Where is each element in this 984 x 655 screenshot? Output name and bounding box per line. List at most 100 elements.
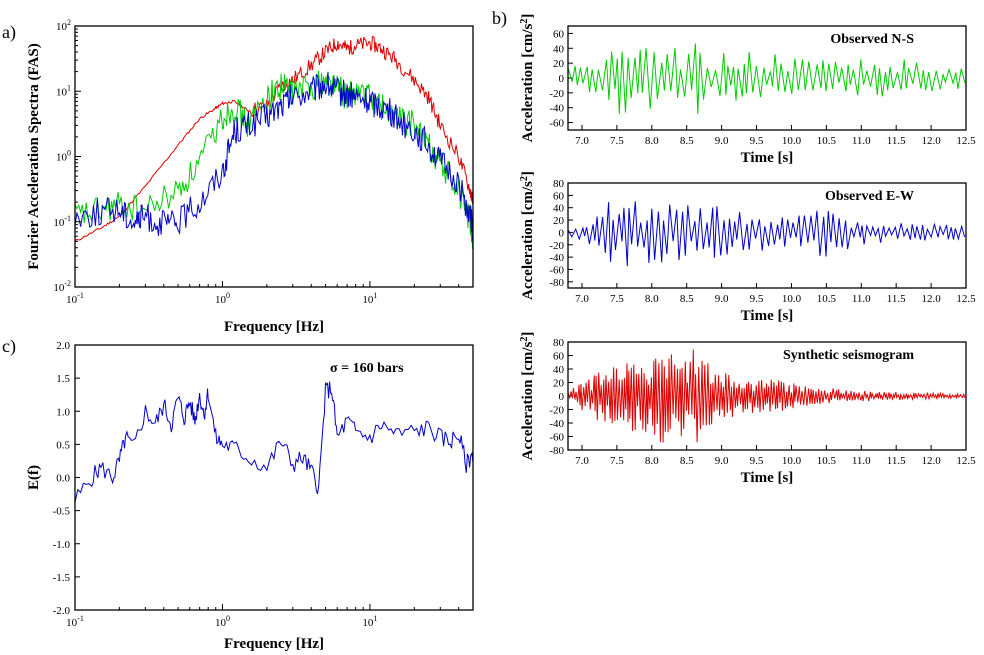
y-tick-label: 60	[553, 28, 565, 40]
x-tick-label: 9.5	[750, 455, 764, 467]
x-tick-label: 12.5	[956, 135, 976, 147]
y-tick-label: -20	[549, 405, 564, 417]
y-tick-label: 0	[559, 73, 565, 85]
x-tick-label: 12.5	[956, 455, 976, 467]
fas-series-line	[75, 71, 473, 241]
y-axis-label: Acceleration [cm/s2]	[519, 332, 536, 461]
plot-frame	[567, 182, 967, 289]
x-tick-label: 12.0	[921, 455, 941, 467]
seismogram-title: Observed E-W	[825, 189, 914, 204]
plot-frame	[567, 25, 967, 131]
x-tick-label: 11.0	[852, 455, 871, 467]
panel-label-a: a)	[2, 22, 16, 43]
y-tick-label: 20	[553, 215, 565, 227]
y-tick-label: 0.5	[56, 439, 70, 451]
x-tick-label: 11.5	[887, 293, 906, 305]
y-tick-label: -40	[549, 418, 564, 430]
x-tick-label: 10.0	[782, 293, 802, 305]
x-axis-label: Frequency [Hz]	[224, 636, 324, 652]
seismogram-title: Synthetic seismogram	[783, 348, 914, 363]
y-tick-label: 40	[553, 43, 565, 55]
x-tick-label: 8.5	[680, 135, 694, 147]
seismogram-trace	[568, 43, 966, 114]
y-tick-label: 101	[56, 83, 71, 98]
x-tick-label: 7.0	[575, 135, 589, 147]
y-tick-label: -0.5	[53, 506, 71, 518]
x-tick-label: 12.0	[921, 135, 941, 147]
y-tick-label: -40	[549, 103, 564, 115]
ef-series-group	[75, 381, 473, 503]
x-tick-label: 10.5	[817, 293, 837, 305]
y-tick-label: 60	[553, 351, 565, 363]
y-tick-label: 100	[56, 149, 71, 164]
x-tick-label: 7.5	[610, 293, 624, 305]
fas-series-line	[75, 35, 473, 242]
y-tick-label: 60	[553, 190, 565, 202]
plot-frame	[74, 344, 474, 611]
y-tick-label: 10-1	[53, 214, 71, 229]
y-tick-label: -60	[549, 264, 564, 276]
x-tick-label: 100	[215, 291, 230, 306]
y-axis-label: Acceleration [cm/s2]	[519, 171, 536, 300]
y-tick-label: -60	[549, 432, 564, 444]
fas-series-line	[75, 70, 473, 249]
y-tick-label: -20	[549, 88, 564, 100]
panel-label-b: b)	[492, 8, 507, 29]
ef-series-line	[75, 381, 473, 503]
ef-chart: 10-1 100 101 2.0 1.5 1.0 0.5 0.0 -0.5 -1.0 -1.5 -2.…	[26, 340, 474, 652]
x-tick-label: 9.5	[750, 293, 764, 305]
y-tick-label: -1.5	[53, 572, 71, 584]
y-tick-label: -80	[549, 277, 564, 289]
x-tick-label: 12.0	[921, 293, 941, 305]
y-tick-label: -1.0	[53, 539, 71, 551]
plot-frame	[567, 341, 967, 451]
x-axis-label: Time [s]	[741, 308, 794, 324]
y-tick-label: -60	[549, 118, 564, 130]
y-axis-label: Fourier Acceleration Spectra (FAS)	[26, 43, 42, 269]
x-tick-label: 11.0	[852, 135, 871, 147]
x-tick-label: 10.0	[782, 135, 802, 147]
y-axis-label: Acceleration [cm/s2]	[519, 14, 536, 143]
x-tick-label: 9.0	[715, 455, 729, 467]
observed-ew-chart: 7.0 7.5 8.0 8.5 9.0 9.5 10.0 10.5 11.0 11.5 12.0 12…	[519, 171, 976, 324]
seismogram-trace	[568, 201, 966, 267]
y-tick-label: 102	[56, 18, 71, 33]
y-tick-label: 80	[553, 178, 565, 190]
x-tick-label: 12.5	[956, 293, 976, 305]
synthetic-seismogram-chart: 7.0 7.5 8.0 8.5 9.0 9.5 10.0 10.5 11.0 11.5 12.0 12…	[519, 332, 976, 486]
x-tick-label: 10.0	[782, 455, 802, 467]
x-tick-label: 101	[362, 614, 377, 629]
x-tick-label: 10-1	[66, 291, 84, 306]
seismogram-group	[568, 43, 966, 114]
y-tick-label: 10-2	[53, 279, 71, 294]
x-tick-label: 8.0	[645, 455, 659, 467]
x-axis-label: Time [s]	[741, 150, 794, 166]
y-tick-label: 40	[553, 364, 565, 376]
x-tick-label: 8.5	[680, 455, 694, 467]
y-tick-label: 20	[553, 378, 565, 390]
x-tick-label: 8.5	[680, 293, 694, 305]
y-tick-label: 1.0	[56, 406, 70, 418]
y-tick-label: 0.0	[56, 473, 70, 485]
y-tick-label: -20	[549, 240, 564, 252]
x-tick-label: 7.5	[610, 135, 624, 147]
x-axis-label: Time [s]	[741, 470, 794, 486]
x-tick-label: 10-1	[66, 614, 84, 629]
x-tick-label: 7.0	[575, 293, 589, 305]
x-tick-label: 101	[362, 291, 377, 306]
x-tick-label: 9.5	[750, 135, 764, 147]
x-tick-label: 11.0	[852, 293, 871, 305]
x-tick-label: 11.5	[887, 455, 906, 467]
x-tick-label: 9.0	[715, 293, 729, 305]
y-tick-label: 40	[553, 203, 565, 215]
plot-frame	[74, 25, 474, 288]
x-axis-label: Frequency [Hz]	[224, 319, 324, 335]
sigma-annotation: σ = 160 bars	[330, 361, 404, 376]
x-tick-label: 11.5	[887, 135, 906, 147]
seismogram-trace	[568, 349, 966, 443]
y-tick-label: -40	[549, 252, 564, 264]
seismogram-group	[568, 201, 966, 267]
observed-ns-chart: 7.0 7.5 8.0 8.5 9.0 9.5 10.0 10.5 11.0 11.5 12.0 12…	[519, 14, 976, 166]
